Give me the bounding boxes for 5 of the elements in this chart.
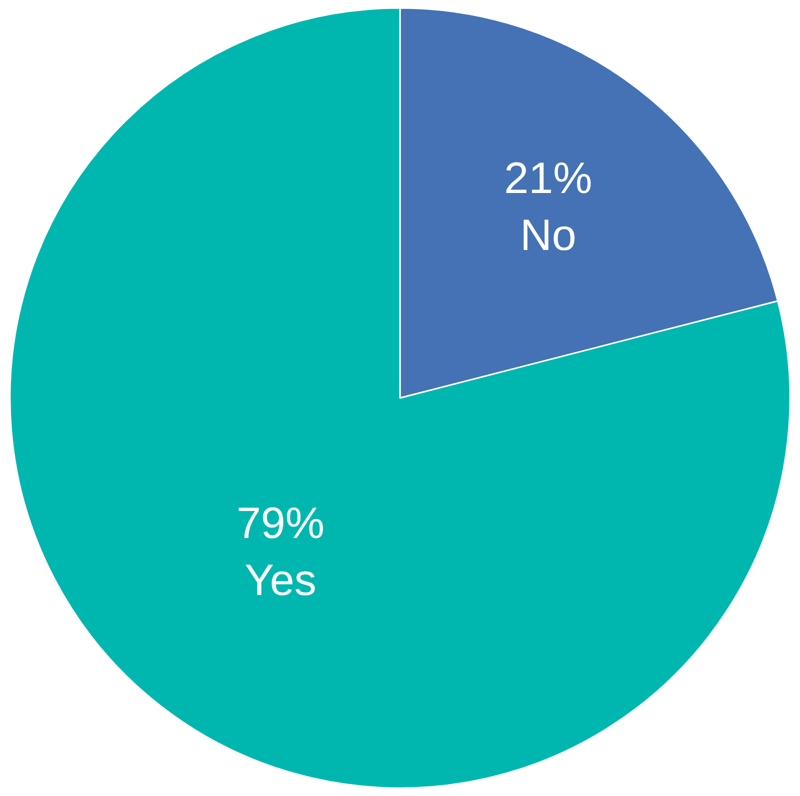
pie-slice — [10, 7, 791, 788]
data-label: 79% — [236, 498, 325, 548]
slice-label: Yes — [244, 556, 316, 606]
data-label: 21% — [504, 154, 592, 203]
slice-label: No — [520, 211, 576, 260]
